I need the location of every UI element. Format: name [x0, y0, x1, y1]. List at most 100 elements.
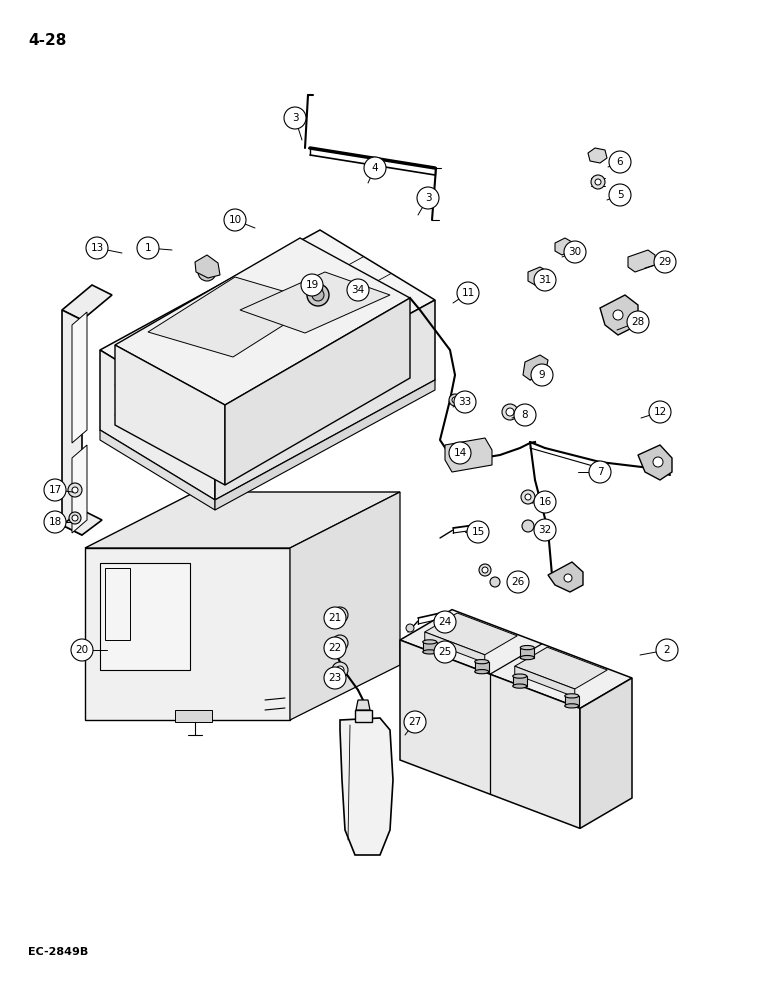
Circle shape [449, 442, 471, 464]
Polygon shape [175, 710, 212, 722]
Polygon shape [290, 492, 400, 720]
Circle shape [332, 607, 348, 623]
Circle shape [406, 624, 414, 632]
Circle shape [69, 512, 81, 524]
Polygon shape [100, 563, 190, 670]
Polygon shape [355, 710, 372, 722]
Polygon shape [565, 696, 579, 706]
Circle shape [336, 639, 344, 647]
Circle shape [654, 251, 676, 273]
Polygon shape [555, 238, 572, 255]
Circle shape [68, 483, 82, 497]
Polygon shape [588, 148, 607, 163]
Circle shape [564, 241, 586, 263]
Text: 3: 3 [292, 113, 298, 123]
Circle shape [534, 519, 556, 541]
Circle shape [324, 667, 346, 689]
Polygon shape [62, 310, 82, 535]
Circle shape [649, 401, 671, 423]
Text: 4-28: 4-28 [28, 33, 66, 48]
Circle shape [449, 394, 461, 406]
Polygon shape [72, 312, 87, 443]
Text: 30: 30 [569, 247, 582, 257]
Text: 7: 7 [597, 467, 603, 477]
Text: 27: 27 [409, 717, 422, 727]
Polygon shape [100, 230, 435, 420]
Polygon shape [72, 445, 87, 533]
Polygon shape [195, 255, 220, 278]
Circle shape [595, 179, 601, 185]
Polygon shape [475, 662, 489, 672]
Text: 3: 3 [424, 193, 431, 203]
Circle shape [514, 404, 536, 426]
Polygon shape [523, 355, 548, 380]
Polygon shape [425, 613, 517, 655]
Circle shape [301, 274, 323, 296]
Circle shape [609, 184, 631, 206]
Circle shape [332, 662, 348, 678]
Circle shape [534, 269, 556, 291]
Circle shape [324, 607, 346, 629]
Polygon shape [425, 632, 484, 663]
Text: 32: 32 [538, 525, 551, 535]
Polygon shape [100, 430, 215, 510]
Polygon shape [600, 295, 638, 335]
Circle shape [224, 209, 246, 231]
Polygon shape [520, 648, 534, 658]
Circle shape [534, 491, 556, 513]
Circle shape [564, 574, 572, 582]
Text: 18: 18 [48, 517, 62, 527]
Circle shape [404, 711, 426, 733]
Circle shape [525, 494, 531, 500]
Text: 16: 16 [538, 497, 551, 507]
Text: 10: 10 [229, 215, 242, 225]
Circle shape [71, 639, 93, 661]
Text: 9: 9 [539, 370, 545, 380]
Text: 2: 2 [664, 645, 670, 655]
Text: EC-2849B: EC-2849B [28, 947, 88, 957]
Polygon shape [85, 548, 290, 720]
Circle shape [531, 364, 553, 386]
Text: 4: 4 [372, 163, 378, 173]
Text: 6: 6 [617, 157, 623, 167]
Circle shape [506, 408, 514, 416]
Ellipse shape [475, 670, 489, 674]
Circle shape [312, 289, 324, 301]
Text: 21: 21 [328, 613, 342, 623]
Polygon shape [100, 350, 215, 500]
Polygon shape [202, 264, 212, 272]
Text: 28: 28 [631, 317, 644, 327]
Circle shape [457, 282, 479, 304]
Circle shape [72, 487, 78, 493]
Circle shape [336, 666, 344, 674]
Polygon shape [215, 300, 435, 500]
Text: 24: 24 [438, 617, 452, 627]
Polygon shape [85, 492, 400, 548]
Text: 1: 1 [144, 243, 151, 253]
Circle shape [86, 237, 108, 259]
Polygon shape [628, 250, 655, 272]
Polygon shape [445, 438, 492, 472]
Circle shape [656, 639, 678, 661]
Circle shape [137, 237, 159, 259]
Circle shape [284, 107, 306, 129]
Circle shape [507, 571, 529, 593]
Polygon shape [638, 445, 672, 480]
Text: 26: 26 [512, 577, 525, 587]
Text: 20: 20 [76, 645, 89, 655]
Circle shape [482, 567, 488, 573]
Circle shape [417, 187, 439, 209]
Ellipse shape [520, 655, 534, 660]
Polygon shape [423, 642, 437, 652]
Text: 33: 33 [459, 397, 472, 407]
Text: 11: 11 [462, 288, 474, 298]
Polygon shape [62, 285, 112, 320]
Ellipse shape [565, 694, 579, 698]
Polygon shape [115, 238, 410, 405]
Text: 25: 25 [438, 647, 452, 657]
Ellipse shape [520, 645, 534, 650]
Circle shape [307, 284, 329, 306]
Text: 29: 29 [658, 257, 672, 267]
Ellipse shape [512, 684, 526, 688]
Circle shape [324, 637, 346, 659]
